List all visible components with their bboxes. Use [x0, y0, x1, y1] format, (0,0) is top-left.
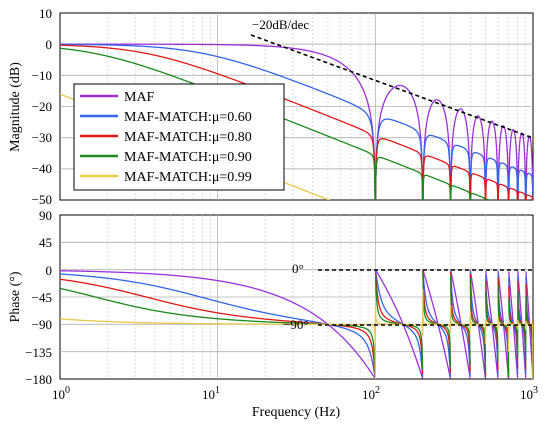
x-tick-exponent: 2 — [375, 385, 380, 396]
legend-entry: MAF-MATCH:μ=0.80 — [124, 130, 252, 145]
magnitude-series-line — [60, 44, 533, 200]
legend: MAF MAF-MATCH:μ=0.60 MAF-MATCH:μ=0.80 MA… — [73, 83, 285, 191]
zero-degree-label: 0° — [292, 261, 304, 276]
minus-ninety-degree-label: −90° — [283, 317, 309, 332]
y-tick: −90 — [32, 317, 52, 332]
phase-series-line — [60, 289, 533, 379]
legend-entry: MAF-MATCH:μ=0.90 — [124, 150, 252, 165]
y-tick: 90 — [39, 208, 52, 223]
x-tick-exponent: 0 — [65, 385, 70, 396]
y-tick: 10 — [39, 6, 52, 21]
x-axis-label: Frequency (Hz) — [252, 405, 341, 420]
magnitude-series-line — [60, 43, 533, 200]
y-tick: 45 — [39, 235, 52, 250]
magnitude-series-line — [60, 43, 533, 200]
asymptote-label: −20dB/dec — [252, 17, 309, 32]
x-ticks: 100 101 102 103 — [52, 385, 538, 402]
magnitude-y-ticks: 10 0 −10 −20 −30 −40 −50 — [32, 6, 52, 207]
y-tick: −180 — [25, 372, 52, 387]
y-tick: −10 — [32, 68, 52, 83]
y-tick: 0 — [46, 263, 53, 278]
y-tick: −40 — [32, 161, 52, 176]
x-tick: 101 — [202, 385, 220, 402]
legend-entry: MAF — [124, 90, 155, 105]
x-tick: 102 — [362, 385, 380, 402]
phase-y-axis-label: Phase (°) — [8, 271, 23, 322]
y-tick: −50 — [32, 192, 52, 207]
y-tick: −135 — [25, 345, 52, 360]
asymptote-line — [250, 34, 534, 139]
x-tick-exponent: 1 — [215, 385, 220, 396]
x-tick: 100 — [52, 385, 70, 402]
x-tick-exponent: 3 — [533, 385, 538, 396]
y-tick: −30 — [32, 130, 52, 145]
x-tick: 103 — [520, 385, 538, 402]
phase-curves — [60, 269, 533, 379]
legend-entry: MAF-MATCH:μ=0.99 — [124, 170, 252, 185]
phase-grid — [60, 215, 533, 379]
phase-y-ticks: 90 45 0 −45 −90 −135 −180 — [25, 208, 52, 387]
y-tick: 0 — [46, 37, 53, 52]
legend-entry: MAF-MATCH:μ=0.60 — [124, 110, 252, 125]
magnitude-y-axis-label: Magnitude (dB) — [8, 62, 23, 152]
y-tick: −20 — [32, 99, 52, 114]
y-tick: −45 — [32, 290, 52, 305]
magnitude-series-line — [60, 47, 492, 200]
